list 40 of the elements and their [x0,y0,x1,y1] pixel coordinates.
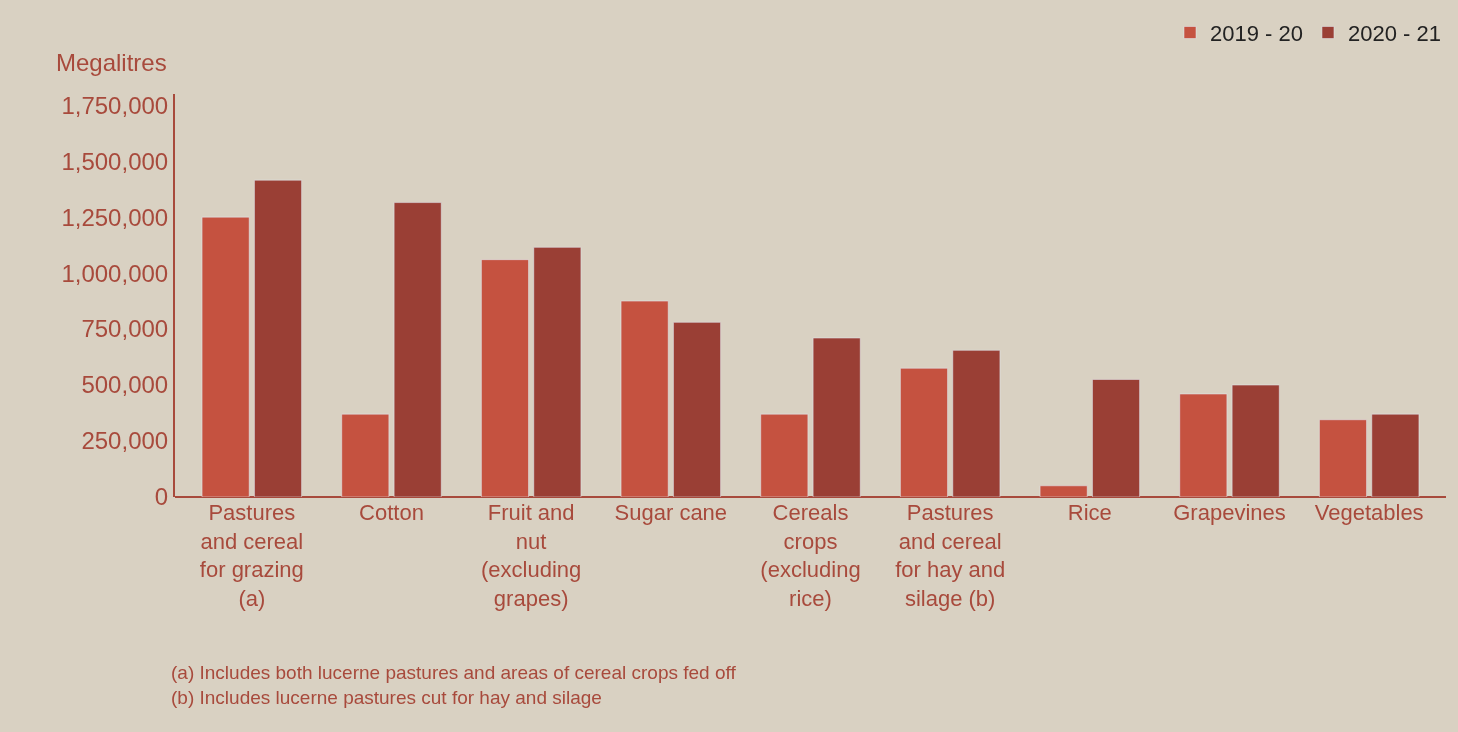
y-axis-title: Megalitres [56,49,167,76]
bar [1231,384,1280,497]
x-tick-label: Cereals crops (excluding rice) [760,500,861,611]
bar [1092,379,1140,497]
bar [900,368,948,497]
y-tick-label: 750,000 [81,315,169,343]
bar [533,247,582,497]
bar [812,337,861,497]
bar [393,202,442,497]
bar [254,179,302,497]
bar [1371,413,1420,497]
legend-label: 2019 - 20 [1210,21,1303,47]
y-tick-label: 1,000,000 [61,259,169,287]
bar [620,300,669,497]
x-tick-label: Sugar cane [614,500,728,525]
x-tick-label: Rice [1067,500,1112,525]
text: (a) Includes both lucerne pastures and areas of cereal crops fed off [171,662,737,683]
y-tick-label: 500,000 [81,371,169,399]
y-tick-label: 1,500,000 [61,147,169,175]
x-tick-label: Cotton [359,500,424,525]
x-tick-label: Grapevines [1173,500,1286,525]
bar [673,322,721,497]
bar [760,413,809,497]
bar [341,413,390,497]
x-tick-label: Pastures and cereal for hay and silage (b) [895,500,1006,611]
x-tick-label: Pastures and cereal for grazing (a) [199,500,304,611]
x-tick-label: Fruit and nut (excluding grapes) [481,500,582,611]
x-tick-label: Vegetables [1314,500,1424,525]
bar [201,216,250,497]
bar [481,259,529,497]
bar [952,350,1001,497]
bar [1319,419,1367,497]
y-tick-label: 0 [154,483,169,511]
text: (b) Includes lucerne pastures cut for hay and silage [171,687,602,708]
bar [1039,485,1088,497]
y-tick-label: 1,250,000 [61,203,169,231]
legend-label: 2020 - 21 [1347,21,1441,47]
y-tick-label: 250,000 [81,427,169,455]
y-tick-label: 1,750,000 [61,91,169,119]
bar [1179,393,1228,497]
